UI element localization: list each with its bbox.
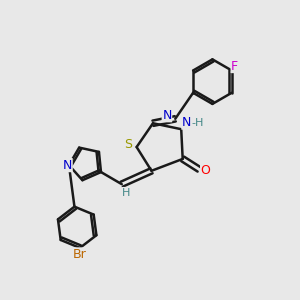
Text: N: N	[162, 109, 172, 122]
Text: -H: -H	[191, 118, 204, 128]
Text: Br: Br	[73, 248, 87, 261]
Text: N: N	[63, 159, 72, 172]
Text: O: O	[201, 164, 211, 177]
Text: S: S	[124, 138, 132, 151]
Text: F: F	[231, 59, 238, 73]
Text: N: N	[182, 116, 191, 129]
Text: H: H	[122, 188, 130, 197]
